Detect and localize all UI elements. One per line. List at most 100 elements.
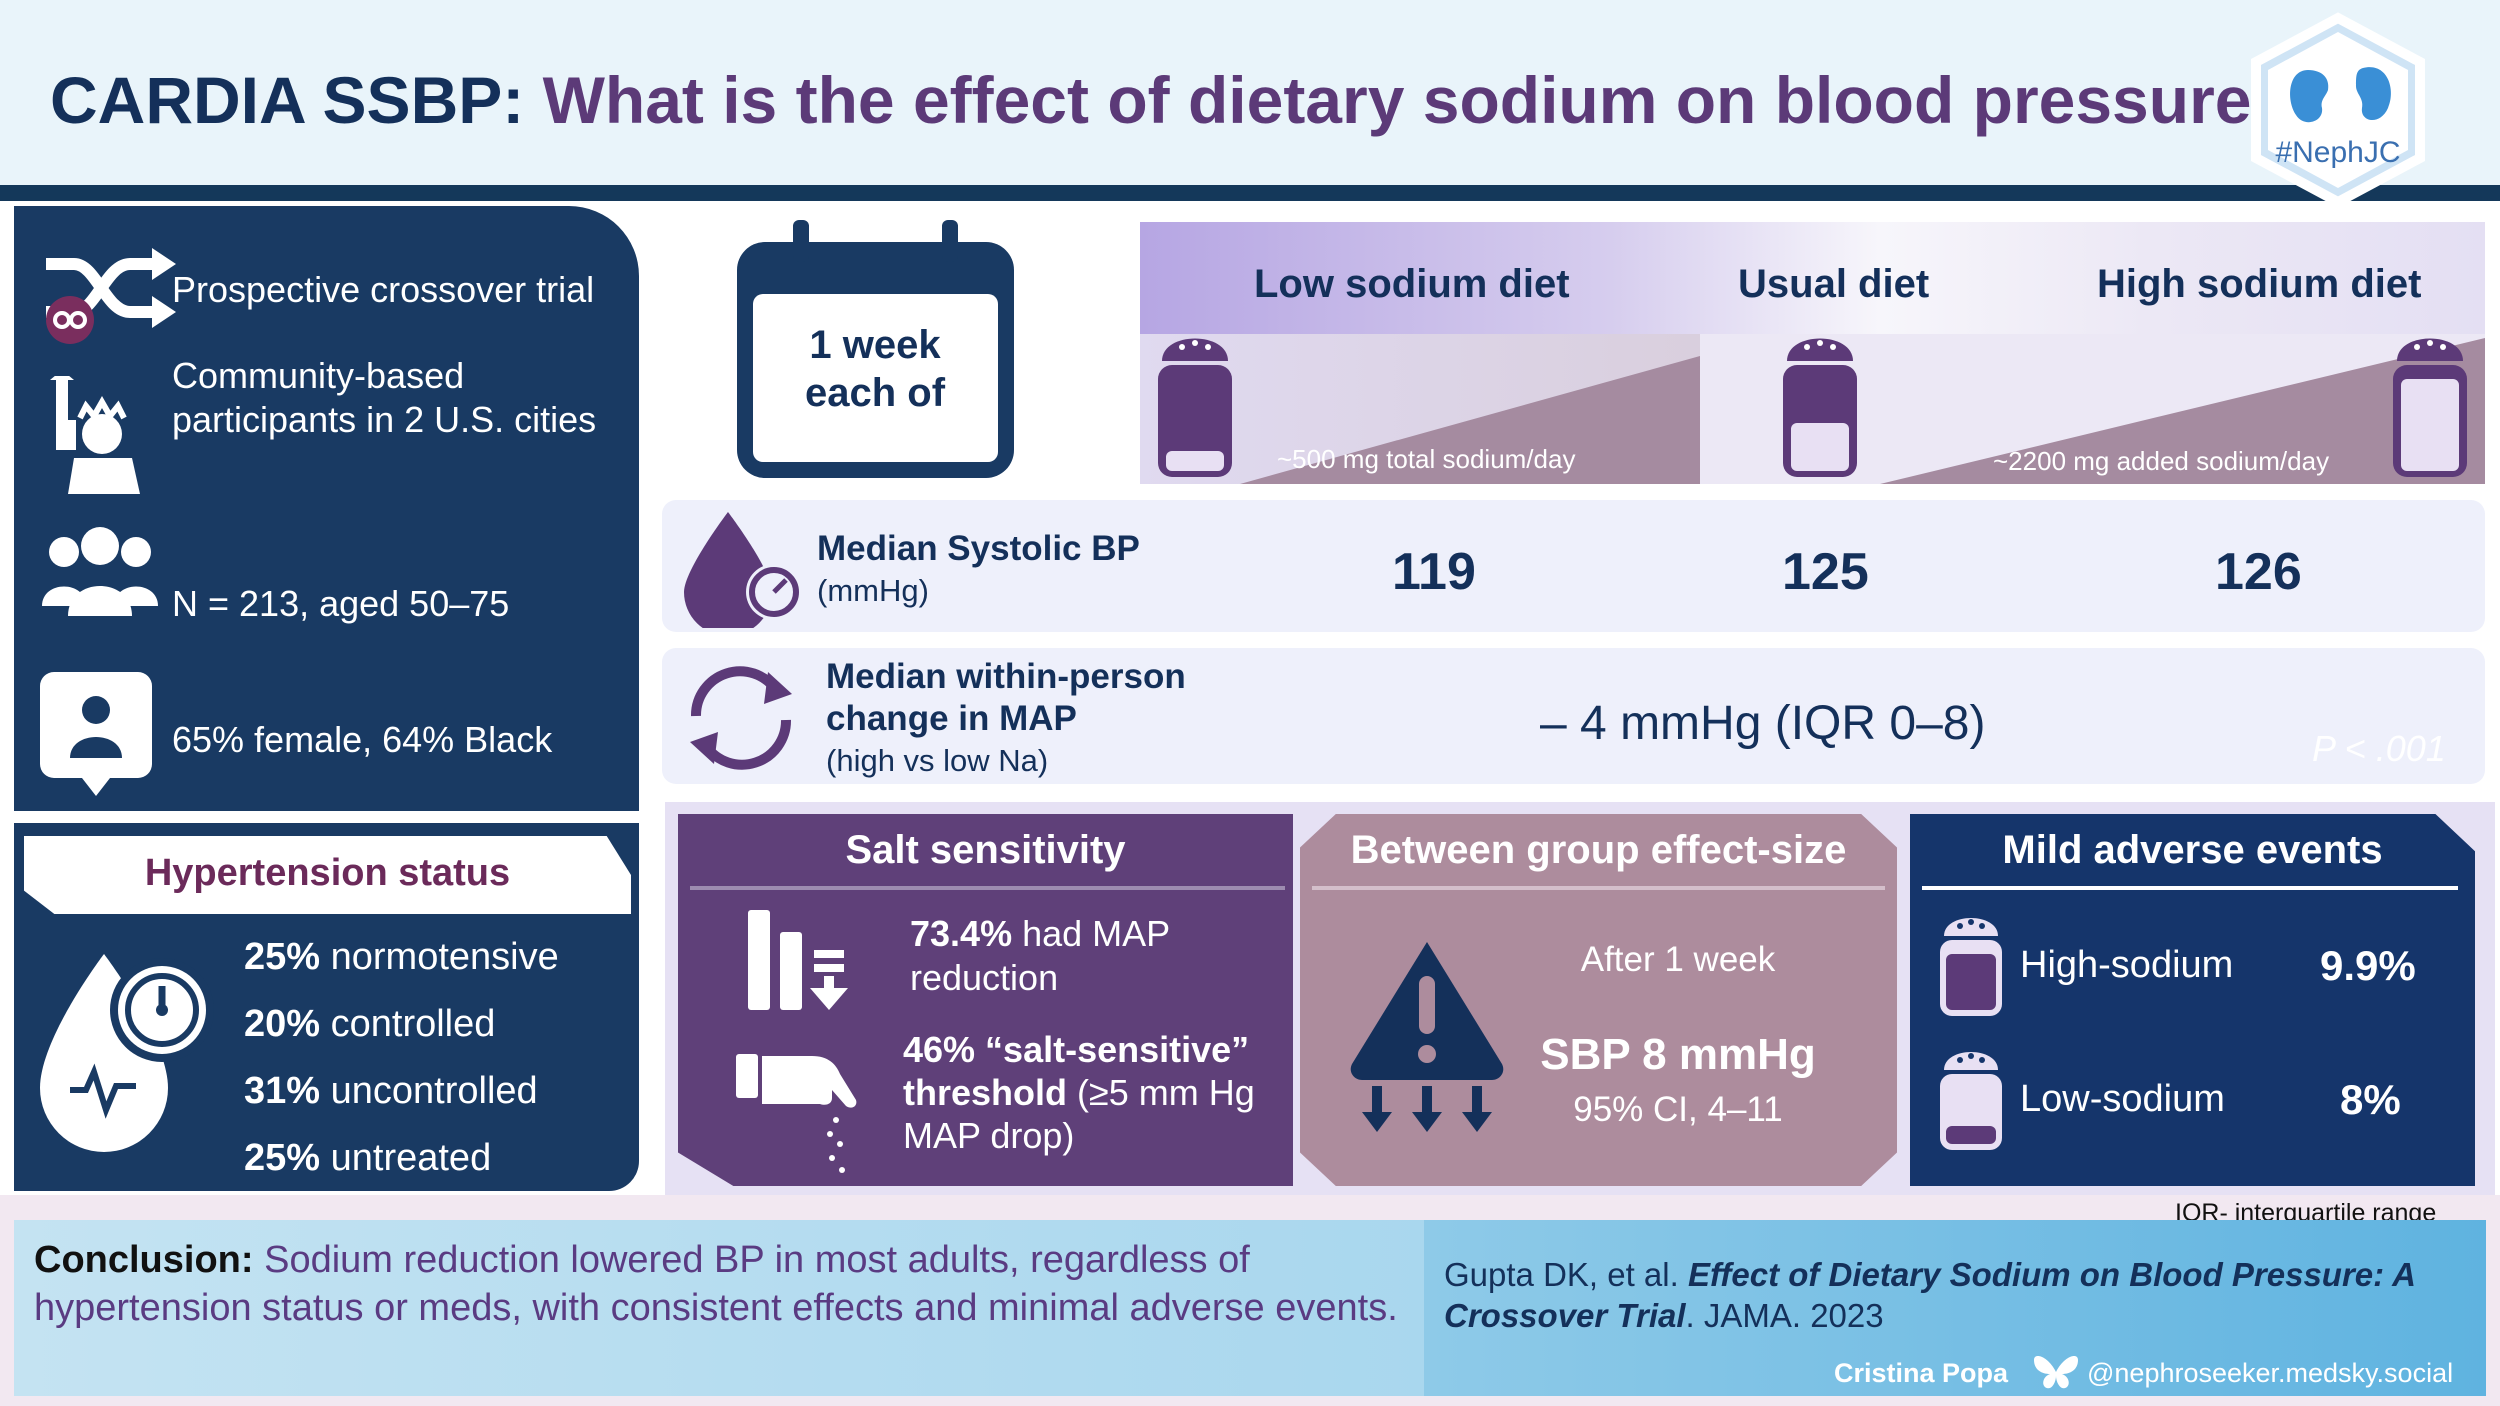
- warning-down-arrows-icon: [1350, 942, 1504, 1132]
- effect-size-title: Between group effect-size: [1350, 828, 1847, 872]
- social-handle[interactable]: @nephroseeker.medsky.social: [2087, 1358, 2454, 1388]
- salt-stat2: 46% “salt-sensitive” threshold (≥5 mm Hg…: [903, 1028, 1255, 1157]
- map-change-row: [662, 648, 2485, 784]
- ht-label: controlled: [330, 1003, 496, 1045]
- nephjc-logo: #NephJC: [2251, 12, 2425, 208]
- usual-diet-label: Usual diet: [1738, 262, 1930, 306]
- salt-shaker-usual-icon: [1783, 338, 1857, 477]
- map-label-line2: change in MAP: [826, 699, 1077, 738]
- salt-stat2-line1: 46% “salt-sensitive”: [903, 1029, 1250, 1070]
- salt-title-rule: [690, 886, 1285, 890]
- citation-box: [1424, 1220, 2486, 1396]
- map-change-value: – 4 mmHg (IQR 0–8): [1540, 697, 1986, 750]
- title-question: What is the effect of dietary sodium on …: [542, 63, 2292, 137]
- calendar-line1: 1 week: [809, 323, 941, 367]
- salt-stat1-text2: reduction: [910, 957, 1059, 998]
- adverse-low-value: 8%: [2340, 1076, 2401, 1123]
- low-sodium-note: ~500 mg total sodium/day: [1277, 444, 1576, 474]
- citation-title: Effect of Dietary Sodium on Blood Pressu…: [1444, 1256, 2415, 1334]
- low-diet-label: Low sodium diet: [1254, 262, 1570, 306]
- high-diet-label: High sodium diet: [2097, 262, 2422, 306]
- ht-pct: 25%: [244, 936, 321, 978]
- citation: Gupta DK, et al. Effect of Dietary Sodiu…: [1444, 1254, 2464, 1336]
- adverse-title: Mild adverse events: [2002, 828, 2383, 872]
- header-banner: [0, 0, 2500, 185]
- ht-uncontrolled: 31% uncontrolled: [244, 1070, 538, 1113]
- conclusion-text: Sodium reduction lowered BP in most adul…: [34, 1239, 1398, 1329]
- adverse-events-box: [1910, 814, 2475, 1186]
- adverse-high-label: High-sodium: [2020, 944, 2234, 986]
- citation-journal: . JAMA. 2023: [1685, 1297, 1884, 1334]
- map-label-line1: Median within-person: [826, 657, 1186, 696]
- high-sodium-wedge: [1880, 338, 2485, 484]
- adverse-low-label: Low-sodium: [2020, 1078, 2225, 1120]
- salt-pinch-hand-icon: [736, 1054, 857, 1173]
- effect-sbp: SBP 8 mmHg: [1540, 1030, 1816, 1079]
- page-title: CARDIA SSBP: What is the effect of dieta…: [50, 62, 2292, 138]
- blood-drop-gauge-icon: [684, 512, 802, 628]
- hypertension-title: Hypertension status: [144, 852, 511, 894]
- low-sodium-wedge: [1140, 334, 1700, 484]
- ht-pct: 31%: [244, 1070, 321, 1112]
- salt-stat1-value: 73.4%: [910, 913, 1013, 954]
- salt-shaker-high-adverse-icon: [1940, 918, 2002, 1016]
- ht-label: untreated: [330, 1137, 492, 1179]
- salt-stat2-rest: (≥5 mm Hg: [1077, 1072, 1255, 1113]
- ht-pct: 20%: [244, 1003, 321, 1045]
- salt-stat2-line3: MAP drop): [903, 1115, 1075, 1156]
- shuffle-icon: [46, 248, 176, 344]
- study-n-age: N = 213, aged 50–75: [172, 583, 510, 624]
- diet-header: [1140, 222, 2485, 334]
- salt-shaker-low-adverse-icon: [1940, 1052, 2002, 1150]
- effect-title-rule: [1312, 886, 1885, 890]
- map-label-sub: (high vs low Na): [826, 743, 1049, 778]
- ht-untreated: 25% untreated: [244, 1137, 491, 1180]
- systolic-high-value: 126: [2215, 543, 2302, 601]
- title-prefix: CARDIA SSBP:: [50, 63, 525, 137]
- ht-controlled: 20% controlled: [244, 1003, 495, 1046]
- ht-normotensive: 25% normotensive: [244, 936, 559, 979]
- salt-stat2-bold: threshold: [903, 1072, 1068, 1113]
- butterfly-icon: [2034, 1356, 2078, 1389]
- systolic-label-text: Median Systolic BP: [817, 529, 1140, 568]
- ht-pct: 25%: [244, 1137, 321, 1179]
- conclusion: Conclusion: Sodium reduction lowered BP …: [34, 1236, 1414, 1332]
- logo-text: #NephJC: [2275, 136, 2400, 169]
- study-design: Prospective crossover trial: [172, 269, 595, 310]
- statue-of-liberty-icon: [50, 376, 140, 494]
- systolic-bp-row: [662, 500, 2485, 632]
- ht-label: normotensive: [330, 936, 559, 978]
- calendar-line2: each of: [805, 371, 946, 415]
- effect-after: After 1 week: [1580, 940, 1776, 979]
- high-sodium-note: ~2200 mg added sodium/day: [1993, 446, 2330, 476]
- people-group-icon: [42, 527, 158, 616]
- person-card-icon: [40, 672, 152, 796]
- adverse-title-rule: [1922, 886, 2458, 890]
- systolic-unit: (mmHg): [817, 573, 929, 608]
- effect-ci: 95% CI, 4–11: [1573, 1090, 1783, 1129]
- systolic-label: Median Systolic BP (mmHg): [817, 528, 1140, 612]
- salt-sensitivity-title: Salt sensitivity: [845, 828, 1126, 872]
- header-divider: [0, 185, 2500, 201]
- citation-authors: Gupta DK, et al.: [1444, 1256, 1679, 1293]
- salt-shaker-low-icon: [1158, 338, 1232, 477]
- systolic-low-value: 119: [1392, 543, 1476, 601]
- salt-shaker-high-icon: [2393, 338, 2467, 477]
- conclusion-box: [14, 1220, 1424, 1396]
- conclusion-label: Conclusion:: [34, 1239, 254, 1281]
- bp-drop-gauge-icon: [40, 954, 214, 1152]
- systolic-usual-value: 125: [1782, 543, 1869, 601]
- author-name: Cristina Popa: [1834, 1358, 2009, 1388]
- adverse-high-value: 9.9%: [2320, 942, 2416, 989]
- ht-label: uncontrolled: [330, 1070, 538, 1112]
- study-demographics: 65% female, 64% Black: [172, 719, 553, 760]
- hypertension-banner: [24, 836, 631, 914]
- study-population: Community-based participants in 2 U.S. c…: [172, 355, 597, 440]
- calendar-icon: 1 week each of: [737, 220, 1014, 478]
- p-value: P < .001: [2312, 728, 2446, 769]
- study-info-panel: Prospective crossover trial Community-ba…: [14, 206, 639, 811]
- decrease-bars-icon: [748, 910, 848, 1010]
- cycle-arrows-icon: [690, 666, 792, 770]
- kidney-icon: [2290, 67, 2391, 123]
- salt-stat1-text1: had MAP: [1022, 913, 1171, 954]
